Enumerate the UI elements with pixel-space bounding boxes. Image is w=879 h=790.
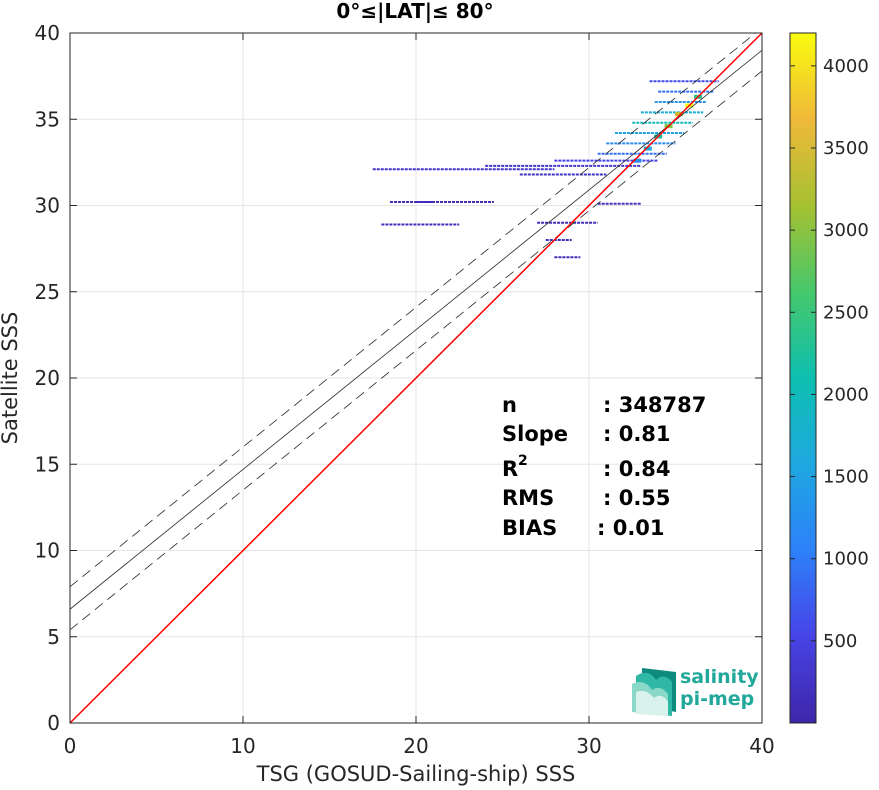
stat-r2-superscript: 2: [518, 453, 528, 469]
wave-layers-icon: [632, 668, 676, 716]
logo-line-2: pi-mep: [680, 688, 754, 710]
stat-r2-label: R: [502, 457, 518, 481]
stat-bias-label: BIAS: [502, 516, 557, 540]
stat-rms-label: RMS: [502, 486, 554, 510]
y-tick-label: 30: [35, 194, 60, 218]
stat-slope-value: : 0.81: [603, 422, 671, 446]
x-tick-label: 40: [749, 734, 774, 758]
stat-r2-value: : 0.84: [603, 457, 671, 481]
y-tick-label: 15: [35, 452, 60, 476]
x-axis-ticks: 0 10 20 30 40: [64, 33, 775, 758]
x-axis-label: TSG (GOSUD-Sailing-ship) SSS: [256, 762, 576, 786]
y-tick-label: 0: [47, 711, 60, 735]
colorbar-ticks: 500 1000 1500 2000 2500 3000 3500 4000: [790, 56, 869, 652]
regression-fit-line: [70, 49, 762, 610]
stat-rms-value: : 0.55: [603, 486, 671, 510]
stat-bias-value: : 0.01: [597, 516, 665, 540]
colorbar-frame: [789, 32, 817, 724]
density-peak-cell: [643, 146, 652, 151]
colorbar-tick-label: 1000: [823, 549, 869, 570]
x-tick-label: 10: [230, 734, 255, 758]
colorbar-tick-label: 1500: [823, 467, 869, 488]
colorbar-tick-label: 3500: [823, 138, 869, 159]
stat-n-label: n: [502, 393, 517, 417]
regression-lines: [70, 33, 762, 723]
stat-n-value: : 348787: [603, 393, 706, 417]
density-peak-cell: [633, 158, 642, 163]
identity-line: [70, 33, 762, 723]
y-axis-label: Satellite SSS: [0, 312, 22, 445]
y-tick-label: 5: [47, 625, 60, 649]
y-tick-label: 20: [35, 366, 60, 390]
y-axis-ticks: 0 5 10 15 20 25 30 35 40: [35, 21, 762, 735]
y-tick-label: 35: [35, 107, 60, 131]
colorbar-tick-label: 3000: [823, 220, 869, 241]
colorbar-tick-label: 2500: [823, 302, 869, 323]
x-tick-label: 30: [576, 734, 601, 758]
chart-title: 0°≤|LAT|≤ 80°: [336, 0, 493, 23]
stat-slope-label: Slope: [502, 422, 568, 446]
colorbar-tick-label: 4000: [823, 56, 869, 77]
colorbar: 500 1000 1500 2000 2500 3000 3500 4000: [789, 32, 869, 724]
colorbar-tick-label: 500: [823, 631, 857, 652]
colorbar-scale: [790, 33, 816, 723]
stats-box: n : 348787 Slope : 0.81 R 2 : 0.84 RMS :…: [502, 393, 706, 540]
x-tick-label: 0: [64, 734, 77, 758]
density-layer: [372, 80, 719, 259]
salinity-pimep-logo: salinity pi-mep: [632, 666, 759, 716]
colorbar-tick-label: 2000: [823, 384, 869, 405]
density-peak-cell: [674, 112, 683, 117]
y-tick-label: 25: [35, 280, 60, 304]
y-tick-label: 10: [35, 539, 60, 563]
y-tick-label: 40: [35, 21, 60, 45]
logo-line-1: salinity: [680, 666, 759, 688]
x-tick-label: 20: [403, 734, 428, 758]
regression-lower-bound: [70, 70, 762, 631]
regression-upper-bound: [70, 33, 757, 588]
